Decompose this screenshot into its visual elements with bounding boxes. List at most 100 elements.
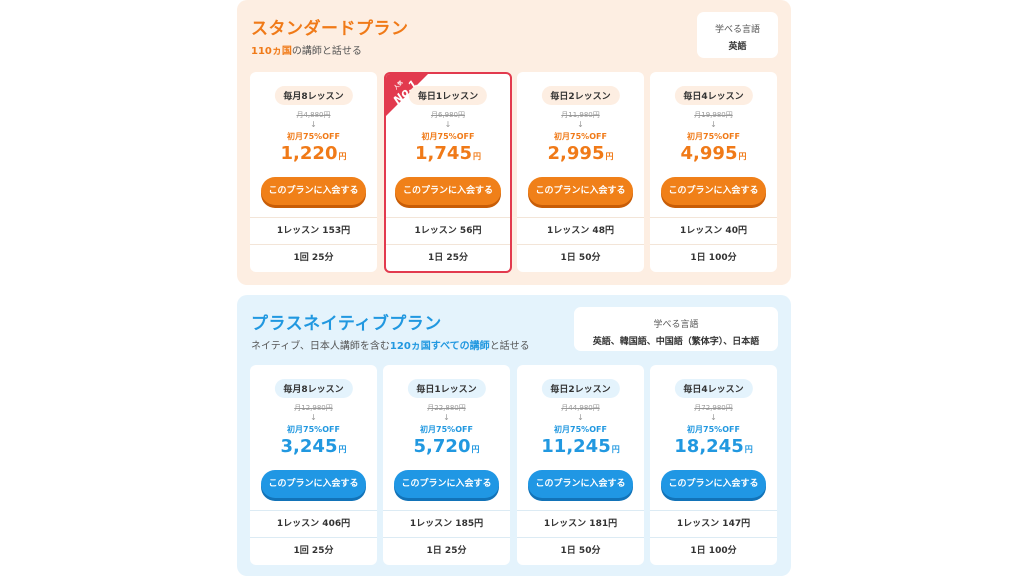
discount-label: 初月75%OFF [554,132,607,141]
plus-plan-subtitle: ネイティブ、日本人講師を含む120ヵ国すべての講師と話せる [251,337,530,352]
original-price: 月6,980円 [430,111,466,119]
join-plan-button[interactable]: このプランに入会する [528,470,633,498]
plan-card-daily-2: 毎日2レッスン 月11,980円 ↓ 初月75%OFF 2,995円 このプラン… [517,72,644,272]
join-plan-button[interactable]: このプランに入会する [395,177,501,205]
price: 1,220円 [250,143,377,164]
price: 4,995円 [650,143,777,164]
original-price: 月44,980円 [561,404,600,412]
standard-plan-panel: スタンダードプラン 110ヵ国の講師と話せる 学べる言語 英語 毎月8レッスン … [237,0,791,285]
join-plan-button[interactable]: このプランに入会する [528,177,633,205]
standard-plan-subtitle: 110ヵ国の講師と話せる [251,42,362,57]
plan-name-pill: 毎月8レッスン [274,379,353,398]
join-plan-button[interactable]: このプランに入会する [661,470,766,498]
plan-card-monthly-8: 毎月8レッスン 月12,980円 ↓ 初月75%OFF 3,245円 このプラン… [250,365,377,565]
price-value: 3,245 [280,436,338,457]
lesson-duration: 1回 25分 [250,537,377,564]
discount-label: 初月75%OFF [287,425,340,434]
language-box-title: 学べる言語 [714,25,760,35]
plan-name-pill: 毎日2レッスン [541,86,620,105]
standard-subtitle-highlight: 110ヵ国 [251,46,292,57]
lesson-duration: 1日 100分 [650,244,777,271]
plus-language-box: 学べる言語 英語、韓国語、中国語（繁体字）、日本語 [574,307,778,351]
per-lesson-price: 1レッスン 56円 [386,217,510,244]
lesson-duration: 1回 25分 [250,244,377,271]
price-value: 1,745 [415,143,472,164]
standard-plan-title: スタンダードプラン [251,19,409,39]
down-arrow-icon: ↓ [443,413,450,422]
language-box-title: 学べる言語 [653,320,699,330]
per-lesson-price: 1レッスン 147円 [650,510,777,537]
price-unit: 円 [738,152,747,161]
plan-card-daily-2: 毎日2レッスン 月44,980円 ↓ 初月75%OFF 11,245円 このプラ… [517,365,644,565]
lesson-duration: 1日 25分 [386,244,510,271]
plan-name-pill: 毎日1レッスン [408,86,488,105]
price: 1,745円 [386,143,510,164]
plan-name-pill: 毎月8レッスン [274,86,353,105]
price: 18,245円 [650,436,777,457]
price: 11,245円 [517,436,644,457]
per-lesson-price: 1レッスン 185円 [383,510,510,537]
price-unit: 円 [472,152,481,161]
price-value: 1,220 [280,143,338,164]
plus-subtitle-rest: と話せる [489,341,530,352]
price-unit: 円 [611,445,620,454]
price: 2,995円 [517,143,644,164]
discount-label: 初月75%OFF [554,425,607,434]
plan-card-daily-1: 毎日1レッスン 月22,880円 ↓ 初月75%OFF 5,720円 このプラン… [383,365,510,565]
original-price: 月4,880円 [296,111,331,119]
join-plan-button[interactable]: このプランに入会する [661,177,766,205]
price: 5,720円 [383,436,510,457]
discount-label: 初月75%OFF [687,425,740,434]
standard-language-box: 学べる言語 英語 [697,12,778,58]
per-lesson-price: 1レッスン 48円 [517,217,644,244]
join-plan-button[interactable]: このプランに入会する [261,470,366,498]
per-lesson-price: 1レッスン 181円 [517,510,644,537]
price-unit: 円 [744,445,753,454]
plan-name-pill: 毎日4レッスン [674,379,753,398]
price-unit: 円 [471,445,480,454]
language-box-value: 英語 [728,42,747,52]
per-lesson-price: 1レッスン 406円 [250,510,377,537]
down-arrow-icon: ↓ [710,413,717,422]
plus-native-plan-panel: プラスネイティブプラン ネイティブ、日本人講師を含む120ヵ国すべての講師と話せ… [237,295,791,576]
price-value: 4,995 [680,143,738,164]
plus-plan-title: プラスネイティブプラン [251,314,442,334]
lesson-duration: 1日 100分 [650,537,777,564]
price-value: 2,995 [547,143,605,164]
down-arrow-icon: ↓ [710,120,717,129]
down-arrow-icon: ↓ [444,120,452,129]
discount-label: 初月75%OFF [421,132,475,141]
join-plan-button[interactable]: このプランに入会する [394,470,499,498]
down-arrow-icon: ↓ [577,413,584,422]
standard-subtitle-rest: の講師と話せる [291,46,362,57]
price-value: 18,245 [674,436,744,457]
discount-label: 初月75%OFF [287,132,340,141]
original-price: 月72,980円 [694,404,733,412]
down-arrow-icon: ↓ [310,120,317,129]
price-value: 11,245 [541,436,611,457]
plan-name-pill: 毎日1レッスン [407,379,486,398]
plan-name-pill: 毎日4レッスン [674,86,753,105]
plan-card-monthly-8: 毎月8レッスン 月4,880円 ↓ 初月75%OFF 1,220円 このプランに… [250,72,377,272]
price-unit: 円 [338,445,347,454]
discount-label: 初月75%OFF [687,132,740,141]
down-arrow-icon: ↓ [310,413,317,422]
original-price: 月11,980円 [561,111,600,119]
price-unit: 円 [338,152,347,161]
discount-label: 初月75%OFF [420,425,473,434]
join-plan-button[interactable]: このプランに入会する [261,177,366,205]
per-lesson-price: 1レッスン 40円 [650,217,777,244]
plus-subtitle-highlight: 120ヵ国すべての講師 [389,341,490,352]
original-price: 月12,980円 [294,404,333,412]
per-lesson-price: 1レッスン 153円 [250,217,377,244]
lesson-duration: 1日 50分 [517,244,644,271]
down-arrow-icon: ↓ [577,120,584,129]
lesson-duration: 1日 50分 [517,537,644,564]
plan-card-daily-1: 人気 No.1 毎日1レッスン 月6,980円 ↓ 初月75%OFF 1,745円… [384,72,512,273]
language-box-value: 英語、韓国語、中国語（繁体字）、日本語 [592,337,760,347]
price-unit: 円 [605,152,614,161]
price: 3,245円 [250,436,377,457]
price-value: 5,720 [413,436,471,457]
plan-card-daily-4: 毎日4レッスン 月19,980円 ↓ 初月75%OFF 4,995円 このプラン… [650,72,777,272]
plan-name-pill: 毎日2レッスン [541,379,620,398]
